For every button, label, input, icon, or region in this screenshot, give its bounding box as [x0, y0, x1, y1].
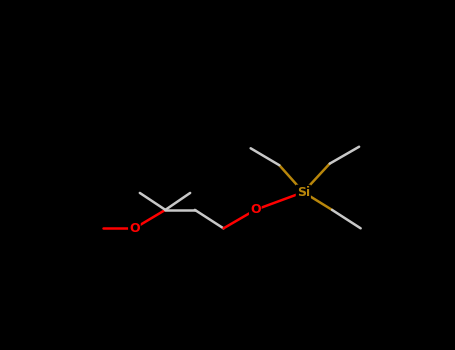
Text: Si: Si [297, 186, 310, 199]
Text: O: O [129, 222, 140, 235]
Text: O: O [250, 203, 261, 216]
